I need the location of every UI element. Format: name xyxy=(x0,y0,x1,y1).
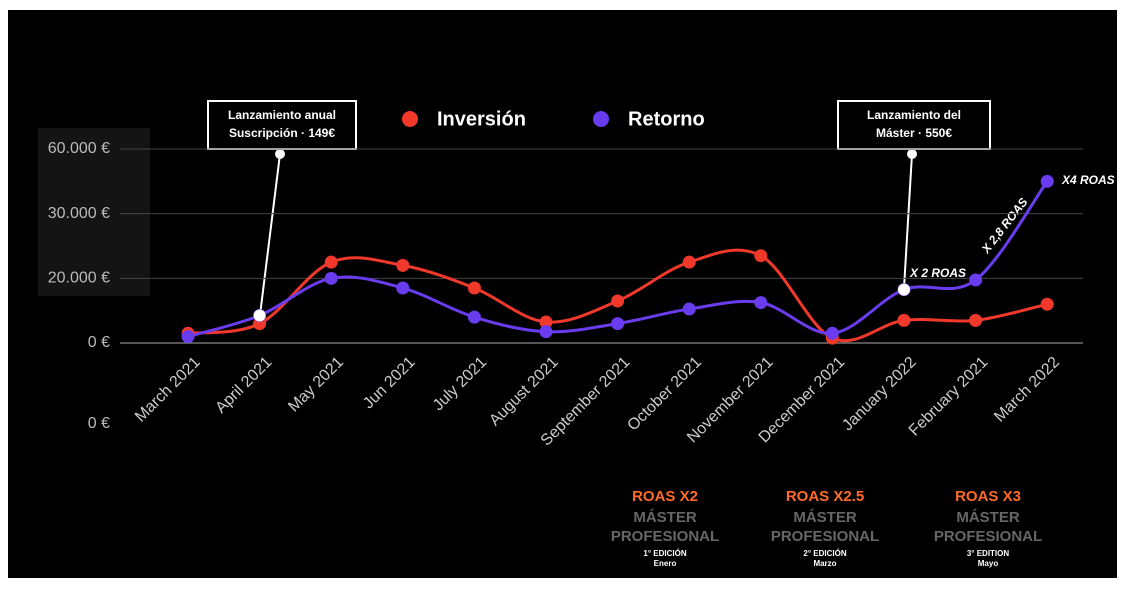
data-point xyxy=(969,273,983,287)
edition-title: MÁSTER xyxy=(793,509,857,526)
y-tick-label: 30.000 € xyxy=(48,205,110,222)
data-point xyxy=(324,271,338,285)
callout-pointer xyxy=(903,153,913,289)
edition-number: 1° EDICIÓN xyxy=(643,549,686,558)
data-point xyxy=(825,326,839,340)
callout-text: Lanzamiento anual xyxy=(228,108,336,122)
callout-text: Lanzamiento del xyxy=(867,108,961,122)
edition-title: PROFESIONAL xyxy=(611,528,719,545)
data-point xyxy=(754,249,768,263)
edition-roas: ROAS X2 xyxy=(632,488,698,505)
callout-text: Máster · 550€ xyxy=(876,126,952,140)
legend-swatch xyxy=(402,111,418,127)
data-point xyxy=(611,294,625,308)
data-point xyxy=(467,281,481,295)
y-tick-label: 20.000 € xyxy=(48,270,110,287)
extra-axis-label: 0 € xyxy=(88,415,110,432)
data-point xyxy=(754,296,768,310)
edition-title: MÁSTER xyxy=(633,509,697,526)
edition-title: MÁSTER xyxy=(956,509,1020,526)
axis-panel xyxy=(38,128,150,296)
edition-number: 3° EDITION xyxy=(967,549,1010,558)
data-point xyxy=(324,255,338,269)
callout-anchor xyxy=(253,309,266,322)
data-point xyxy=(539,315,553,329)
callout-anchor xyxy=(898,283,910,296)
legend-swatch xyxy=(593,111,609,127)
data-point xyxy=(969,313,983,327)
edition-month: Enero xyxy=(654,559,677,568)
data-point xyxy=(396,281,410,295)
edition-month: Mayo xyxy=(978,559,999,568)
data-point xyxy=(396,258,410,272)
edition-roas: ROAS X3 xyxy=(955,488,1021,505)
roas-label: X4 ROAS xyxy=(1061,173,1115,187)
legend-label: Inversión xyxy=(437,108,526,130)
data-point xyxy=(682,255,696,269)
edition-roas: ROAS X2.5 xyxy=(786,488,864,505)
data-point xyxy=(682,302,696,316)
edition-number: 2° EDICIÓN xyxy=(803,549,846,558)
data-point xyxy=(611,317,625,331)
callout-text: Suscripción · 149€ xyxy=(229,126,335,140)
callout-pointer xyxy=(259,153,281,316)
roas-label: X 2 ROAS xyxy=(909,266,966,280)
data-point xyxy=(467,310,481,324)
data-point xyxy=(539,325,553,339)
data-point xyxy=(897,313,911,327)
edition-month: Marzo xyxy=(813,559,836,568)
y-tick-label: 0 € xyxy=(88,334,110,351)
callout-box xyxy=(207,100,357,150)
data-point xyxy=(1040,174,1054,188)
callout-dot xyxy=(907,149,917,159)
y-tick-label: 60.000 € xyxy=(48,140,110,157)
data-point xyxy=(181,330,195,344)
legend-label: Retorno xyxy=(628,108,705,130)
edition-title: PROFESIONAL xyxy=(934,528,1042,545)
data-point xyxy=(1040,297,1054,311)
edition-title: PROFESIONAL xyxy=(771,528,879,545)
background xyxy=(8,10,1117,578)
callout-dot xyxy=(275,149,285,159)
